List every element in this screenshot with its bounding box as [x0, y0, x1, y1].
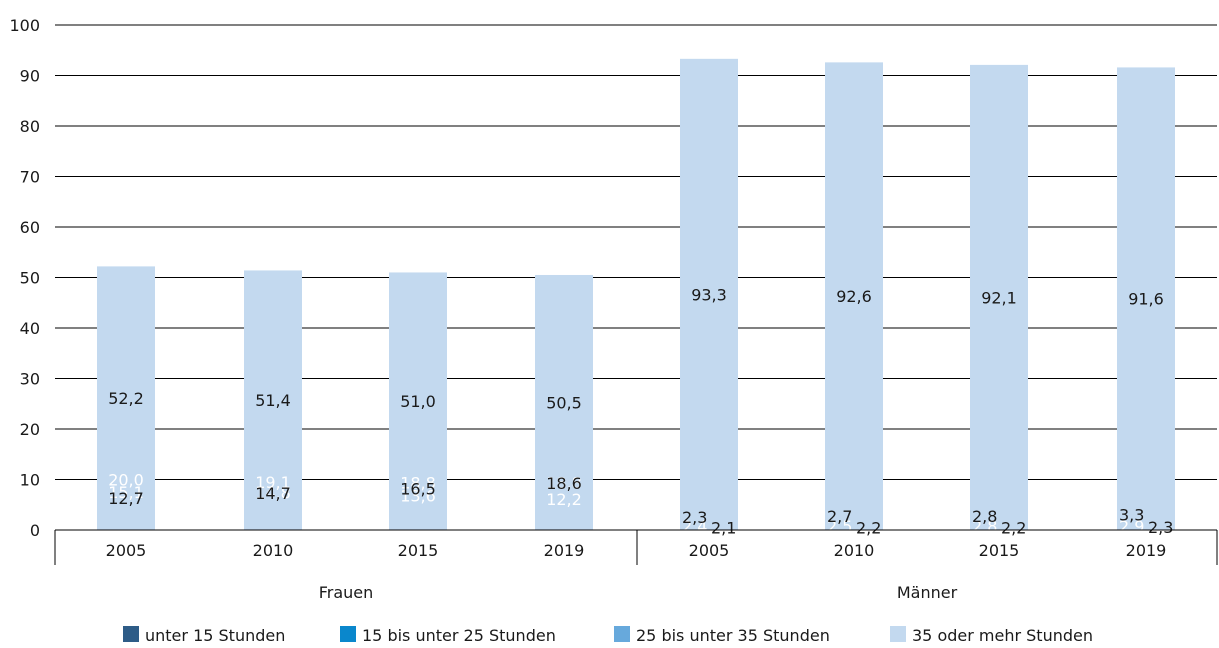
data-label: 2,2	[856, 518, 881, 537]
x-axis: 2005 2010 2015 2019 2005 2010 2015 2019 Frauen Mä…	[54, 529, 1218, 602]
x-tick-label: 2015	[979, 541, 1020, 560]
legend: unter 15 Stunden 15 bis unter 25 Stunden 2…	[123, 626, 1093, 645]
y-tick-label: 90	[20, 67, 40, 86]
data-label: 18,8	[400, 474, 436, 493]
data-label: 15,1	[108, 483, 144, 502]
data-label: 14,8	[255, 484, 291, 503]
data-label: 91,6	[1128, 290, 1164, 309]
data-label: 16,5	[400, 479, 436, 498]
data-label: 20,0	[108, 471, 144, 490]
y-tick-label: 30	[20, 370, 40, 389]
x-tick-label: 2019	[544, 541, 585, 560]
bar-segment	[825, 62, 883, 531]
y-tick-label: 0	[30, 521, 40, 540]
legend-label: 15 bis unter 25 Stunden	[362, 626, 556, 645]
legend-label: 35 oder mehr Stunden	[912, 626, 1093, 645]
bar-segment	[970, 64, 1028, 531]
y-tick-label: 10	[20, 471, 40, 490]
data-label: 18,8	[546, 474, 582, 493]
data-label: 2,4	[682, 517, 707, 536]
y-tick-label: 70	[20, 168, 40, 187]
data-labels: 15,120,012,752,214,819,114,751,413,618,8…	[108, 285, 1173, 537]
data-label: 3,3	[1119, 506, 1144, 525]
bar-segment	[1117, 67, 1175, 531]
legend-label: 25 bis unter 35 Stunden	[636, 626, 830, 645]
data-label: 12,7	[108, 489, 144, 508]
x-tick-label: 2015	[398, 541, 439, 560]
y-tick-label: 100	[9, 16, 40, 35]
legend-swatch	[340, 626, 356, 642]
y-tick-label: 20	[20, 420, 40, 439]
data-label: 2,2	[1001, 518, 1026, 537]
y-tick-label: 50	[20, 269, 40, 288]
y-tick-label: 40	[20, 319, 40, 338]
data-label: 50,5	[546, 393, 582, 412]
x-tick-label: 2010	[834, 541, 875, 560]
group-label: Männer	[897, 583, 958, 602]
data-label: 2,3	[682, 508, 707, 527]
bar-segment	[680, 58, 738, 531]
y-axis: 0 10 20 30 40 50 60 70 80 90 100	[9, 16, 40, 540]
bars	[97, 58, 1175, 531]
data-label: 13,6	[400, 487, 436, 506]
x-tick-label: 2019	[1126, 541, 1167, 560]
data-label: 2,8	[972, 517, 997, 536]
gridlines	[55, 24, 1217, 531]
data-label: 2,9	[1119, 517, 1144, 536]
bar-segment	[97, 266, 155, 530]
data-label: 92,1	[981, 288, 1017, 307]
x-tick-label: 2005	[106, 541, 147, 560]
legend-swatch	[123, 626, 139, 642]
data-label: 18,6	[546, 474, 582, 493]
y-tick-label: 60	[20, 218, 40, 237]
x-tick-label: 2005	[689, 541, 730, 560]
data-label: 51,0	[400, 392, 436, 411]
data-label: 92,6	[836, 287, 872, 306]
legend-label: unter 15 Stunden	[145, 626, 285, 645]
data-label: 93,3	[691, 285, 727, 304]
bar-segment	[244, 270, 302, 530]
data-label: 2,5	[827, 517, 852, 536]
legend-swatch	[614, 626, 630, 642]
legend-swatch	[890, 626, 906, 642]
x-tick-label: 2010	[253, 541, 294, 560]
bar-segment	[535, 274, 593, 530]
bar-segment	[389, 272, 447, 530]
data-label: 51,4	[255, 391, 291, 410]
data-label: 52,2	[108, 389, 144, 408]
data-label: 2,1	[711, 519, 736, 538]
data-label: 19,1	[255, 473, 291, 492]
data-label: 2,8	[972, 507, 997, 526]
group-label: Frauen	[319, 583, 374, 602]
data-label: 14,7	[255, 484, 291, 503]
data-label: 2,3	[1148, 518, 1173, 537]
data-label: 2,7	[827, 507, 852, 526]
y-tick-label: 80	[20, 117, 40, 136]
data-label: 12,2	[546, 490, 582, 509]
